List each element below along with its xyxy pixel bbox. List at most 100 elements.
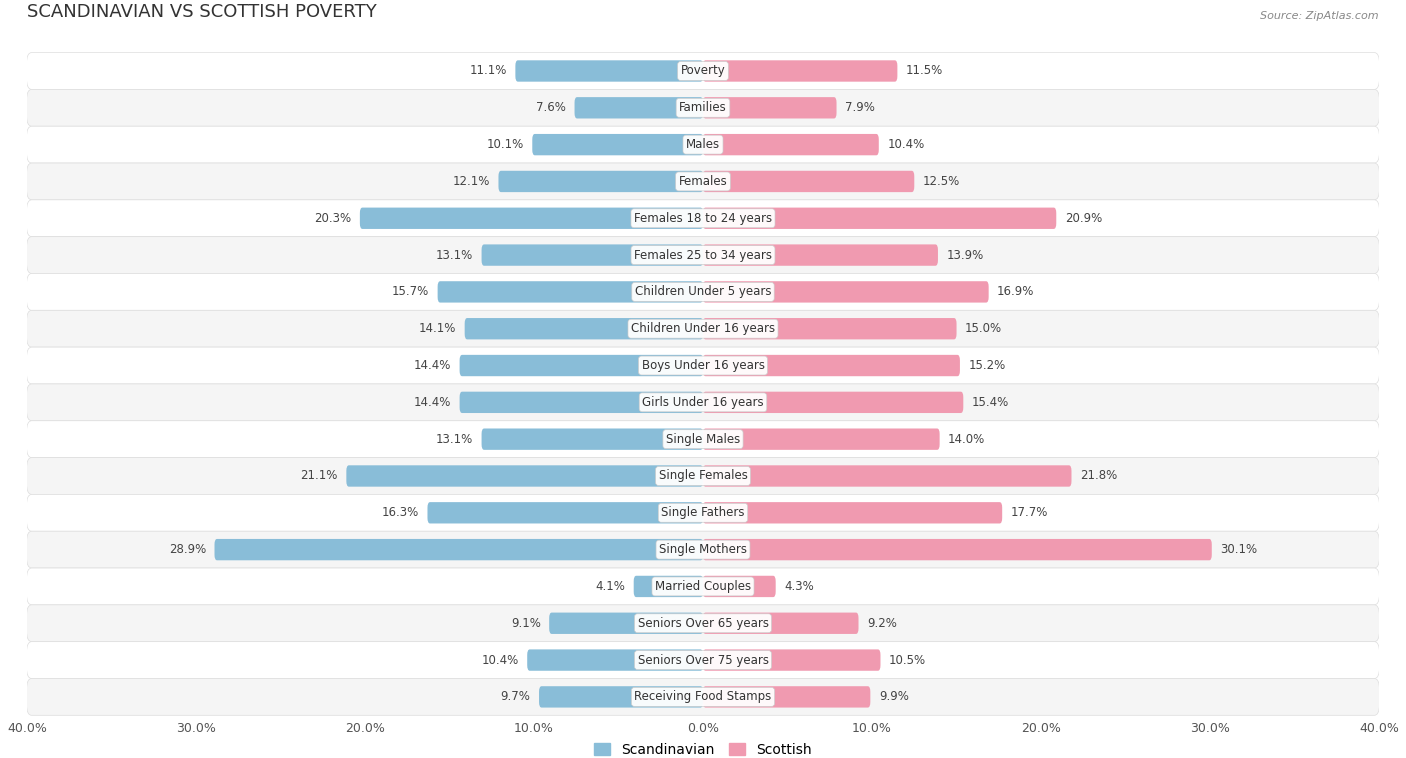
FancyBboxPatch shape [703, 355, 960, 376]
FancyBboxPatch shape [703, 134, 879, 155]
FancyBboxPatch shape [499, 171, 703, 192]
FancyBboxPatch shape [703, 97, 837, 118]
FancyBboxPatch shape [550, 612, 703, 634]
FancyBboxPatch shape [27, 494, 1379, 531]
Text: 13.1%: 13.1% [436, 433, 474, 446]
Text: 9.1%: 9.1% [510, 617, 541, 630]
Text: 10.5%: 10.5% [889, 653, 927, 666]
Text: 12.1%: 12.1% [453, 175, 491, 188]
FancyBboxPatch shape [27, 531, 1379, 568]
FancyBboxPatch shape [27, 200, 1379, 236]
FancyBboxPatch shape [516, 61, 703, 82]
Text: Source: ZipAtlas.com: Source: ZipAtlas.com [1261, 11, 1379, 21]
FancyBboxPatch shape [427, 502, 703, 524]
Text: Females 18 to 24 years: Females 18 to 24 years [634, 211, 772, 225]
FancyBboxPatch shape [215, 539, 703, 560]
Text: 9.9%: 9.9% [879, 691, 908, 703]
Text: 10.1%: 10.1% [486, 138, 524, 151]
Text: 14.1%: 14.1% [419, 322, 456, 335]
Text: Boys Under 16 years: Boys Under 16 years [641, 359, 765, 372]
Text: SCANDINAVIAN VS SCOTTISH POVERTY: SCANDINAVIAN VS SCOTTISH POVERTY [27, 3, 377, 21]
FancyBboxPatch shape [27, 127, 1379, 163]
FancyBboxPatch shape [527, 650, 703, 671]
Text: Children Under 16 years: Children Under 16 years [631, 322, 775, 335]
Text: 7.6%: 7.6% [536, 102, 567, 114]
FancyBboxPatch shape [703, 502, 1002, 524]
Text: 21.8%: 21.8% [1080, 469, 1118, 483]
FancyBboxPatch shape [346, 465, 703, 487]
FancyBboxPatch shape [27, 52, 1379, 89]
Text: 4.1%: 4.1% [595, 580, 626, 593]
FancyBboxPatch shape [703, 281, 988, 302]
FancyBboxPatch shape [703, 244, 938, 266]
Text: 15.0%: 15.0% [965, 322, 1002, 335]
Text: 4.3%: 4.3% [785, 580, 814, 593]
FancyBboxPatch shape [482, 244, 703, 266]
Text: 9.7%: 9.7% [501, 691, 530, 703]
FancyBboxPatch shape [27, 310, 1379, 347]
FancyBboxPatch shape [482, 428, 703, 449]
Text: 10.4%: 10.4% [887, 138, 925, 151]
Text: 30.1%: 30.1% [1220, 543, 1257, 556]
Text: 17.7%: 17.7% [1011, 506, 1047, 519]
Text: 14.4%: 14.4% [413, 359, 451, 372]
FancyBboxPatch shape [27, 421, 1379, 458]
FancyBboxPatch shape [703, 650, 880, 671]
Text: 13.9%: 13.9% [946, 249, 984, 262]
FancyBboxPatch shape [634, 576, 703, 597]
FancyBboxPatch shape [703, 686, 870, 707]
FancyBboxPatch shape [703, 392, 963, 413]
Text: Females 25 to 34 years: Females 25 to 34 years [634, 249, 772, 262]
Text: 9.2%: 9.2% [868, 617, 897, 630]
Text: Single Females: Single Females [658, 469, 748, 483]
FancyBboxPatch shape [27, 384, 1379, 421]
Text: 11.1%: 11.1% [470, 64, 508, 77]
FancyBboxPatch shape [703, 208, 1056, 229]
Text: 10.4%: 10.4% [481, 653, 519, 666]
Text: 7.9%: 7.9% [845, 102, 875, 114]
FancyBboxPatch shape [533, 134, 703, 155]
Text: 28.9%: 28.9% [169, 543, 207, 556]
FancyBboxPatch shape [437, 281, 703, 302]
FancyBboxPatch shape [703, 428, 939, 449]
Text: 20.9%: 20.9% [1064, 211, 1102, 225]
FancyBboxPatch shape [27, 678, 1379, 716]
Text: Single Mothers: Single Mothers [659, 543, 747, 556]
Text: 15.7%: 15.7% [392, 286, 429, 299]
Text: Children Under 5 years: Children Under 5 years [634, 286, 772, 299]
Text: 15.4%: 15.4% [972, 396, 1010, 409]
FancyBboxPatch shape [27, 568, 1379, 605]
Legend: Scandinavian, Scottish: Scandinavian, Scottish [593, 743, 813, 756]
FancyBboxPatch shape [703, 61, 897, 82]
Text: 12.5%: 12.5% [922, 175, 960, 188]
Text: 11.5%: 11.5% [905, 64, 943, 77]
Text: 13.1%: 13.1% [436, 249, 474, 262]
FancyBboxPatch shape [703, 539, 1212, 560]
FancyBboxPatch shape [703, 318, 956, 340]
FancyBboxPatch shape [27, 605, 1379, 642]
FancyBboxPatch shape [360, 208, 703, 229]
FancyBboxPatch shape [460, 392, 703, 413]
FancyBboxPatch shape [703, 171, 914, 192]
FancyBboxPatch shape [703, 576, 776, 597]
FancyBboxPatch shape [575, 97, 703, 118]
Text: 16.3%: 16.3% [382, 506, 419, 519]
Text: Families: Families [679, 102, 727, 114]
FancyBboxPatch shape [460, 355, 703, 376]
Text: Receiving Food Stamps: Receiving Food Stamps [634, 691, 772, 703]
FancyBboxPatch shape [703, 465, 1071, 487]
FancyBboxPatch shape [464, 318, 703, 340]
Text: Seniors Over 65 years: Seniors Over 65 years [637, 617, 769, 630]
Text: Single Males: Single Males [666, 433, 740, 446]
Text: 14.0%: 14.0% [948, 433, 986, 446]
FancyBboxPatch shape [27, 163, 1379, 200]
Text: Poverty: Poverty [681, 64, 725, 77]
FancyBboxPatch shape [27, 236, 1379, 274]
Text: Females: Females [679, 175, 727, 188]
Text: 16.9%: 16.9% [997, 286, 1035, 299]
Text: 20.3%: 20.3% [315, 211, 352, 225]
FancyBboxPatch shape [27, 274, 1379, 310]
Text: Males: Males [686, 138, 720, 151]
FancyBboxPatch shape [538, 686, 703, 707]
FancyBboxPatch shape [27, 89, 1379, 127]
